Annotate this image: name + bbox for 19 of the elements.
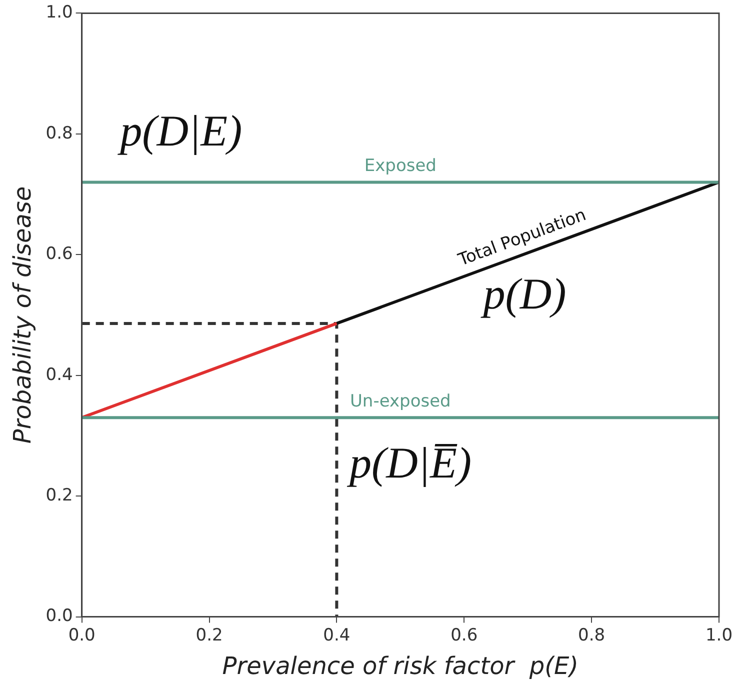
y-tick-label: 0.2 <box>46 486 73 506</box>
y-tick-label: 0.8 <box>46 123 73 144</box>
annotation: p(D) <box>480 269 566 318</box>
x-tick-label: 1.0 <box>705 625 733 646</box>
x-tick-label: 0.6 <box>450 625 478 646</box>
x-tick-label: 0.4 <box>323 625 350 646</box>
annotation: p(D|E) <box>117 106 242 156</box>
y-tick-label: 0.0 <box>46 606 73 626</box>
x-tick-label: 0.0 <box>68 625 96 646</box>
y-tick-label: 1.0 <box>46 2 73 23</box>
x-axis-title: Prevalence of risk factor p(E) <box>222 652 579 680</box>
x-tick-label: 0.8 <box>578 625 606 646</box>
y-axis-title: Probability of disease <box>8 186 37 444</box>
series-label: Exposed <box>364 156 436 176</box>
annotation: p(D|E̅) <box>346 438 472 488</box>
y-tick-label: 0.4 <box>46 364 73 385</box>
x-tick-label: 0.2 <box>196 625 223 646</box>
series-label: Un-exposed <box>350 392 451 412</box>
y-tick-label: 0.6 <box>46 244 73 264</box>
